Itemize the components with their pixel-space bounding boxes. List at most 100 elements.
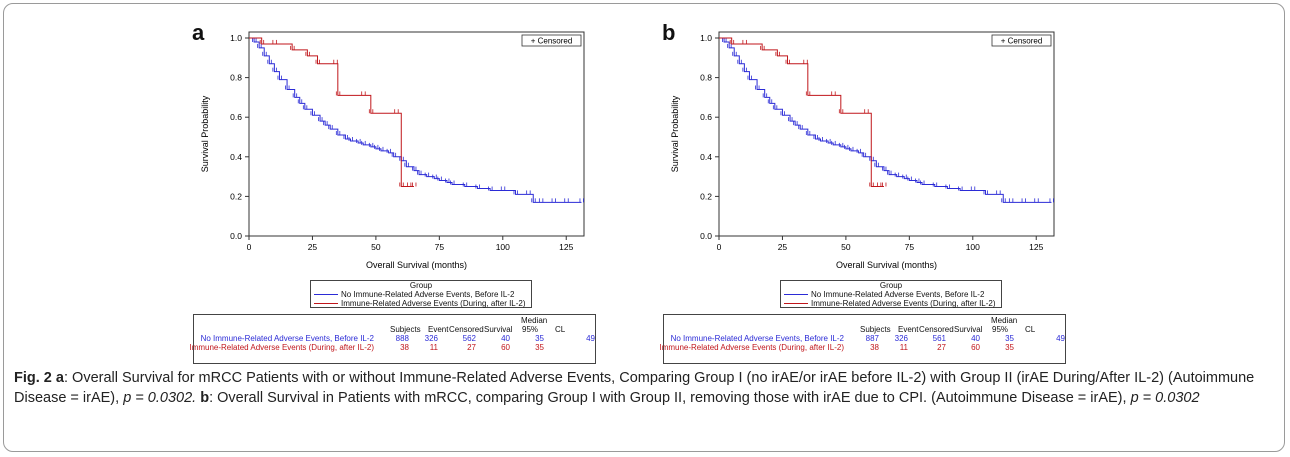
censored-note: + Censored — [1001, 37, 1043, 46]
table-cell: 326 — [424, 334, 438, 343]
censored-note-box — [991, 34, 1052, 47]
series-line-no-irae — [249, 37, 582, 203]
y-tick-label: 0.2 — [230, 191, 242, 201]
panel-letter-b: b — [662, 20, 676, 45]
y-tick-label: 0.8 — [230, 73, 242, 83]
km-plot-b: 0.0 0.2 0.4 0.6 0.8 1.0 0 25 50 75 100 125 Overall S… — [670, 31, 1055, 270]
y-tick-label: 1.0 — [700, 33, 712, 43]
plot-frame — [248, 31, 585, 237]
table-cell: 11 — [429, 343, 438, 352]
series-line-no-irae — [719, 37, 1052, 203]
table-cell: 60 — [501, 343, 510, 352]
y-tick-label: 0.0 — [230, 231, 242, 241]
table-header-cl: CL — [1025, 325, 1036, 334]
panel-a: a 0.0 0.2 0.4 0.6 0.8 1.0 0 25 50 75 100 125 Overall… — [189, 20, 662, 364]
y-tick-label: 0.6 — [230, 112, 242, 122]
figure-caption: Fig. 2 a: Overall Survival for mRCC Pati… — [14, 368, 1276, 408]
summary-table-a: Median Subjects Event Censored Survival 95% CL… — [189, 314, 596, 364]
table-header-censored: Censored — [919, 325, 954, 334]
y-tick-label: 1.0 — [230, 33, 242, 43]
table-header-95: 95% — [522, 325, 539, 334]
censored-note: + Censored — [531, 37, 573, 46]
table-cell: 11 — [899, 343, 908, 352]
x-tick-label: 0 — [717, 242, 722, 252]
caption-fig-label: Fig. 2 — [14, 370, 52, 386]
x-tick-label: 75 — [435, 242, 445, 252]
table-cell: 326 — [894, 334, 908, 343]
table-header-95: 95% — [992, 325, 1009, 334]
table-cell: 38 — [870, 343, 879, 352]
table-cell: 40 — [971, 334, 980, 343]
table-cell: 38 — [400, 343, 409, 352]
figure-frame — [3, 3, 1285, 452]
table-row-label: Immune-Related Adverse Events (During, a… — [659, 343, 844, 352]
legend-a: Group No Immune-Related Adverse Events, … — [310, 280, 532, 308]
plot-frame — [718, 31, 1055, 237]
table-cell: 27 — [467, 343, 476, 352]
table-header-median: Median — [991, 316, 1018, 325]
caption-a-text: : Overall Survival for mRCC Patients wit… — [14, 370, 1255, 406]
x-tick-label: 0 — [247, 242, 252, 252]
table-cell: 35 — [535, 343, 544, 352]
table-cell: 35 — [1005, 343, 1014, 352]
table-header-cl: CL — [555, 325, 566, 334]
table-row-label: No Immune-Related Adverse Events, Before… — [200, 334, 374, 343]
x-tick-label: 100 — [966, 242, 980, 252]
summary-table-b: Median Subjects Event Censored Survival 95% CL… — [659, 314, 1066, 364]
legend-b: Group No Immune-Related Adverse Events, … — [780, 280, 1002, 308]
table-row-label: No Immune-Related Adverse Events, Before… — [670, 334, 844, 343]
table-row-label: Immune-Related Adverse Events (During, a… — [189, 343, 374, 352]
y-tick-label: 0.4 — [230, 152, 242, 162]
y-tick-label: 0.0 — [700, 231, 712, 241]
y-axis-label: Survival Probability — [200, 95, 210, 172]
y-tick-label: 0.6 — [700, 112, 712, 122]
caption-b-text: : Overall Survival in Patients with mRCC… — [209, 390, 1131, 406]
y-tick-label: 0.4 — [700, 152, 712, 162]
x-tick-label: 50 — [371, 242, 381, 252]
table-cell: 49 — [586, 334, 595, 343]
x-axis-label: Overall Survival (months) — [366, 260, 467, 270]
x-tick-label: 75 — [905, 242, 915, 252]
legend-item-no-irae: No Immune-Related Adverse Events, Before… — [311, 290, 531, 299]
caption-b-label: b — [200, 390, 210, 406]
table-cell: 562 — [462, 334, 476, 343]
table-header-subjects: Subjects — [390, 325, 421, 334]
table-cell: 561 — [932, 334, 946, 343]
table-cell: 40 — [501, 334, 510, 343]
caption-a-p: p = 0.0302. — [123, 390, 201, 406]
table-cell: 60 — [971, 343, 980, 352]
legend-item-irae: Immune-Related Adverse Events (During, a… — [781, 299, 1001, 308]
table-cell: 35 — [1005, 334, 1014, 343]
table-header-event: Event — [428, 325, 449, 334]
legend-item-no-irae: No Immune-Related Adverse Events, Before… — [781, 290, 1001, 299]
caption-b-p: p = 0.0302 — [1130, 390, 1200, 406]
table-header-survival: Survival — [954, 325, 983, 334]
caption-a-label: a — [55, 370, 64, 386]
y-tick-label: 0.2 — [700, 191, 712, 201]
series-line-irae — [719, 37, 884, 187]
series-line-irae — [249, 37, 414, 187]
table-header-event: Event — [898, 325, 919, 334]
x-tick-label: 25 — [778, 242, 788, 252]
legend-title: Group — [879, 281, 903, 290]
table-cell: 888 — [395, 334, 409, 343]
x-tick-label: 100 — [496, 242, 510, 252]
table-header-median: Median — [521, 316, 548, 325]
legend-item-irae: Immune-Related Adverse Events (During, a… — [311, 299, 531, 308]
x-tick-label: 25 — [308, 242, 318, 252]
km-plot-a: 0.0 0.2 0.4 0.6 0.8 1.0 0 25 50 75 100 125 Overall S… — [200, 31, 585, 270]
table-header-survival: Survival — [484, 325, 513, 334]
x-tick-label: 50 — [841, 242, 851, 252]
y-tick-label: 0.8 — [700, 73, 712, 83]
table-cell: 35 — [535, 334, 544, 343]
table-cell: 27 — [937, 343, 946, 352]
x-tick-label: 125 — [559, 242, 573, 252]
y-axis-label: Survival Probability — [670, 95, 680, 172]
table-cell: 887 — [865, 334, 879, 343]
table-cell: 49 — [1056, 334, 1065, 343]
panel-letter-a: a — [192, 20, 205, 45]
panel-b: b 0.0 0.2 0.4 0.6 0.8 1.0 0 25 50 75 100 125 Overall… — [659, 20, 1132, 364]
x-axis-label: Overall Survival (months) — [836, 260, 937, 270]
legend-title: Group — [409, 281, 433, 290]
table-header-censored: Censored — [449, 325, 484, 334]
